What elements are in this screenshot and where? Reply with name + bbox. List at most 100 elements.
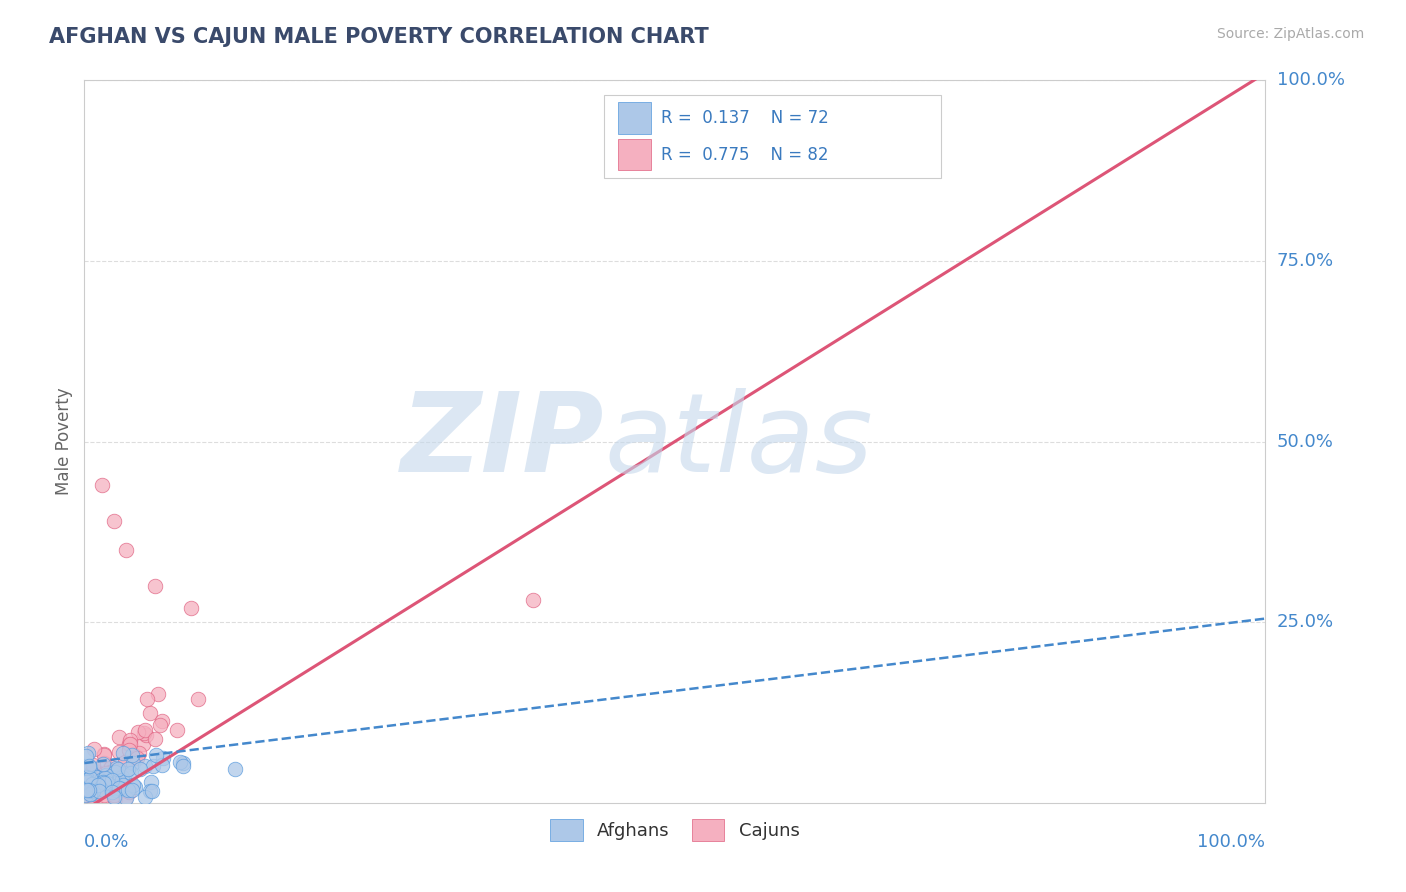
Point: [98, 764, 121, 779]
Point: [80, 777, 103, 791]
Point: [180, 600, 202, 615]
Text: 100.0%: 100.0%: [1198, 833, 1265, 851]
Point: [100, 772, 122, 787]
Point: [93, 782, 115, 797]
Point: [104, 789, 127, 804]
Point: [75, 785, 97, 799]
Point: [108, 730, 131, 744]
Y-axis label: Male Poverty: Male Poverty: [55, 388, 73, 495]
Point: [91, 757, 114, 772]
Point: [104, 783, 127, 797]
Point: [80, 778, 103, 792]
Point: [104, 793, 127, 807]
Point: [91, 772, 114, 787]
Point: [100, 764, 122, 778]
Point: [76, 783, 98, 797]
Point: [132, 737, 155, 751]
Point: [111, 770, 134, 784]
Point: [93, 756, 115, 770]
Point: [111, 773, 134, 788]
Text: ZIP: ZIP: [401, 388, 605, 495]
Point: [89, 783, 111, 797]
Point: [75, 780, 97, 795]
Legend: Afghans, Cajuns: Afghans, Cajuns: [543, 812, 807, 848]
Point: [91, 775, 114, 789]
Point: [124, 780, 146, 794]
Text: R =  0.775    N = 82: R = 0.775 N = 82: [661, 145, 828, 163]
Point: [121, 783, 143, 797]
Point: [75, 770, 97, 784]
Point: [148, 687, 170, 701]
Point: [86, 775, 108, 789]
Point: [87, 778, 110, 792]
Point: [75, 788, 97, 802]
Point: [90, 772, 112, 787]
Point: [84, 793, 107, 807]
Text: 25.0%: 25.0%: [1277, 613, 1334, 632]
Point: [224, 762, 246, 776]
Point: [76, 788, 98, 802]
Point: [114, 542, 136, 557]
Point: [142, 759, 165, 773]
Point: [89, 780, 111, 794]
Point: [111, 778, 134, 792]
Point: [101, 773, 124, 788]
Point: [115, 791, 138, 805]
Point: [108, 781, 131, 796]
Point: [135, 727, 157, 741]
Point: [79, 771, 101, 785]
Point: [103, 788, 125, 802]
Point: [80, 773, 103, 788]
Point: [86, 779, 108, 793]
Point: [187, 692, 209, 706]
Point: [93, 778, 115, 792]
Point: [75, 786, 97, 800]
Point: [93, 747, 115, 761]
Point: [79, 759, 101, 773]
FancyBboxPatch shape: [619, 103, 651, 134]
Point: [100, 785, 122, 799]
Text: AFGHAN VS CAJUN MALE POVERTY CORRELATION CHART: AFGHAN VS CAJUN MALE POVERTY CORRELATION…: [49, 27, 709, 46]
Point: [172, 759, 194, 773]
Point: [84, 774, 107, 789]
Point: [104, 761, 127, 775]
Point: [98, 771, 121, 785]
Point: [120, 766, 142, 780]
Point: [118, 743, 141, 757]
Point: [93, 775, 115, 789]
Text: 75.0%: 75.0%: [1277, 252, 1334, 270]
Point: [139, 775, 162, 789]
Point: [103, 786, 125, 800]
Point: [150, 714, 173, 729]
Point: [139, 784, 162, 798]
Point: [84, 764, 107, 779]
Point: [134, 723, 156, 737]
Point: [90, 793, 112, 807]
Point: [128, 746, 150, 760]
Point: [75, 781, 97, 796]
Point: [80, 787, 103, 801]
Text: atlas: atlas: [605, 388, 873, 495]
Point: [98, 773, 121, 788]
Point: [141, 784, 163, 798]
Point: [114, 755, 136, 769]
Point: [127, 724, 149, 739]
Point: [77, 759, 100, 773]
Point: [104, 765, 127, 780]
Point: [76, 774, 98, 789]
Text: 50.0%: 50.0%: [1277, 433, 1333, 450]
Point: [145, 748, 167, 763]
Point: [149, 718, 172, 732]
Point: [117, 783, 139, 797]
Point: [522, 593, 544, 607]
Point: [76, 763, 98, 777]
Point: [169, 755, 191, 769]
Point: [82, 763, 104, 777]
Point: [150, 757, 173, 772]
Point: [100, 759, 122, 773]
Point: [84, 770, 107, 784]
Point: [114, 792, 136, 806]
Point: [143, 579, 166, 593]
Point: [100, 780, 122, 795]
Point: [79, 787, 101, 801]
